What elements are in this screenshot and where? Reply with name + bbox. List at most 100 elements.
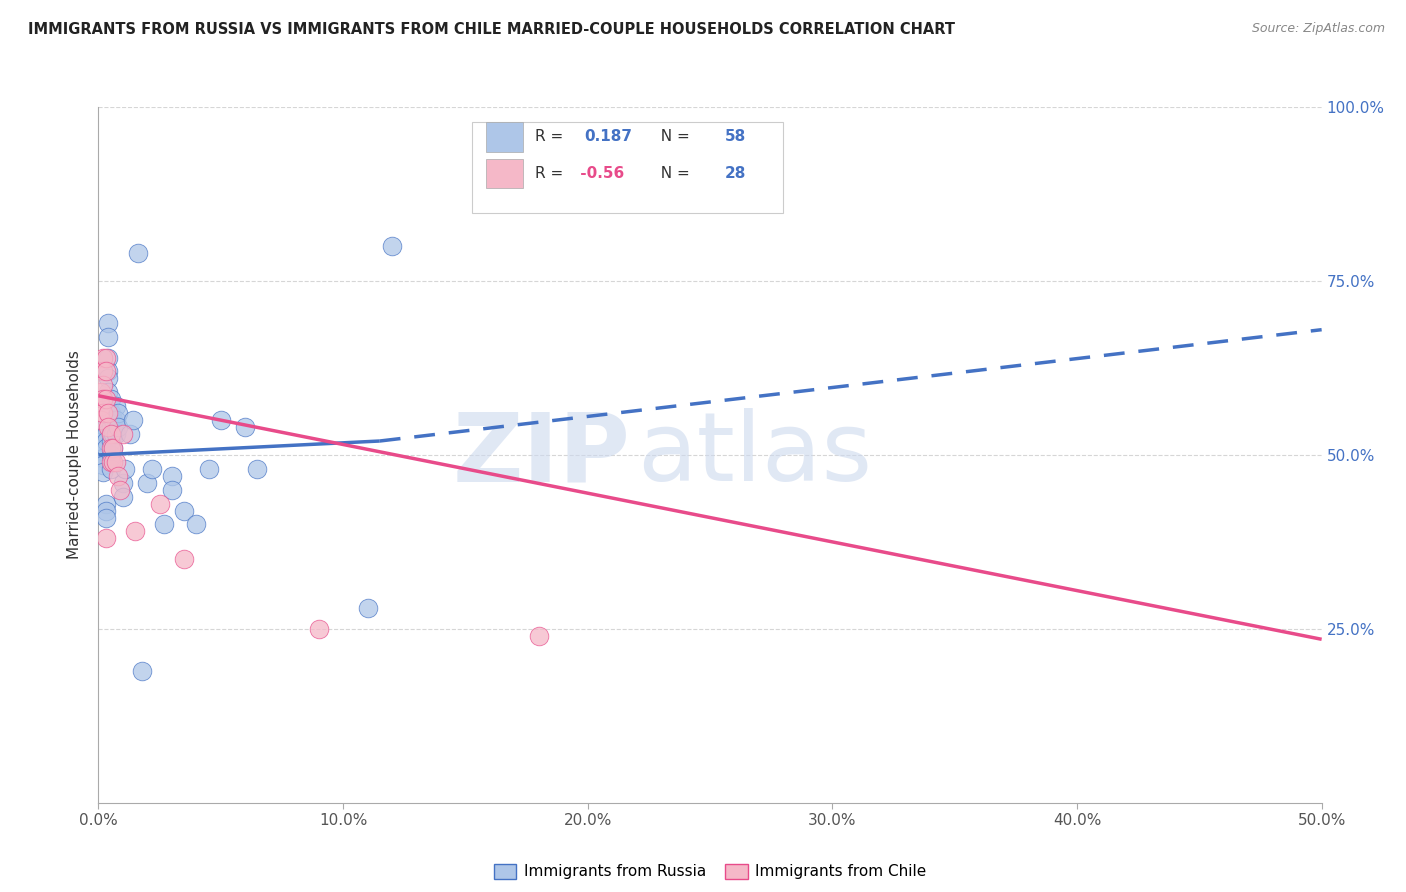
Point — [121, 413, 143, 427]
Point — [131, 664, 153, 678]
Point — [97, 406, 120, 420]
FancyBboxPatch shape — [486, 159, 523, 188]
Point — [149, 497, 172, 511]
Point — [100, 455, 122, 469]
Text: 0.187: 0.187 — [583, 129, 633, 145]
Point — [107, 420, 129, 434]
Point — [94, 532, 117, 546]
Point — [97, 420, 120, 434]
Point — [141, 462, 163, 476]
Y-axis label: Married-couple Households: Married-couple Households — [67, 351, 83, 559]
Point — [100, 392, 122, 407]
Point — [101, 441, 124, 455]
Point — [97, 316, 120, 330]
Point — [91, 458, 114, 473]
Point — [91, 466, 114, 480]
Point — [100, 406, 122, 420]
Point — [104, 427, 127, 442]
Point — [94, 434, 117, 448]
Text: Source: ZipAtlas.com: Source: ZipAtlas.com — [1251, 22, 1385, 36]
Point — [527, 629, 550, 643]
Point — [91, 378, 114, 392]
Point — [160, 483, 183, 497]
Point — [173, 552, 195, 566]
Point — [97, 329, 120, 343]
Point — [356, 601, 378, 615]
Point — [90, 448, 112, 462]
Point — [100, 434, 122, 448]
FancyBboxPatch shape — [471, 122, 783, 213]
Text: ZIP: ZIP — [453, 409, 630, 501]
Point — [104, 455, 127, 469]
Point — [107, 468, 129, 483]
Point — [97, 351, 120, 365]
Point — [91, 351, 114, 365]
Point — [90, 441, 112, 455]
Point — [104, 413, 127, 427]
Point — [127, 246, 149, 260]
Point — [111, 475, 134, 490]
Point — [136, 475, 159, 490]
Point — [91, 364, 114, 378]
Text: R =: R = — [536, 166, 564, 181]
Point — [114, 462, 136, 476]
Point — [91, 444, 114, 458]
Point — [101, 455, 124, 469]
Point — [94, 503, 117, 517]
Point — [246, 462, 269, 476]
Point — [124, 524, 146, 539]
Point — [110, 483, 132, 497]
Text: IMMIGRANTS FROM RUSSIA VS IMMIGRANTS FROM CHILE MARRIED-COUPLE HOUSEHOLDS CORREL: IMMIGRANTS FROM RUSSIA VS IMMIGRANTS FRO… — [28, 22, 955, 37]
Point — [120, 427, 142, 442]
Point — [100, 441, 122, 455]
Point — [100, 427, 122, 442]
Point — [94, 364, 117, 378]
Text: R =: R = — [536, 129, 574, 145]
Point — [91, 392, 114, 407]
Point — [90, 385, 112, 400]
Point — [97, 371, 120, 385]
Point — [94, 420, 117, 434]
Point — [91, 451, 114, 466]
Point — [173, 503, 195, 517]
Point — [94, 441, 117, 455]
Point — [104, 399, 127, 413]
Legend: Immigrants from Russia, Immigrants from Chile: Immigrants from Russia, Immigrants from … — [488, 857, 932, 886]
Point — [90, 434, 112, 448]
Text: atlas: atlas — [637, 409, 872, 501]
Point — [153, 517, 176, 532]
Text: N =: N = — [651, 129, 695, 145]
Point — [94, 392, 117, 407]
Text: N =: N = — [651, 166, 695, 181]
Point — [97, 406, 120, 420]
Point — [381, 239, 404, 253]
Point — [94, 427, 117, 442]
Point — [90, 413, 112, 427]
Point — [91, 406, 114, 420]
Point — [209, 413, 232, 427]
Point — [97, 385, 120, 400]
Point — [90, 399, 112, 413]
Point — [308, 622, 330, 636]
Point — [91, 437, 114, 451]
Point — [91, 434, 114, 448]
Point — [197, 462, 219, 476]
Point — [91, 427, 114, 442]
Point — [101, 441, 124, 455]
Point — [160, 468, 183, 483]
Point — [94, 351, 117, 365]
Point — [100, 448, 122, 462]
Point — [94, 497, 117, 511]
Point — [101, 427, 124, 442]
Point — [186, 517, 208, 532]
Point — [107, 406, 129, 420]
Point — [94, 510, 117, 524]
Text: 58: 58 — [724, 129, 747, 145]
Point — [233, 420, 256, 434]
Point — [100, 420, 122, 434]
Point — [97, 364, 120, 378]
Text: 28: 28 — [724, 166, 747, 181]
Point — [101, 413, 124, 427]
Point — [111, 490, 134, 504]
Point — [111, 427, 134, 442]
